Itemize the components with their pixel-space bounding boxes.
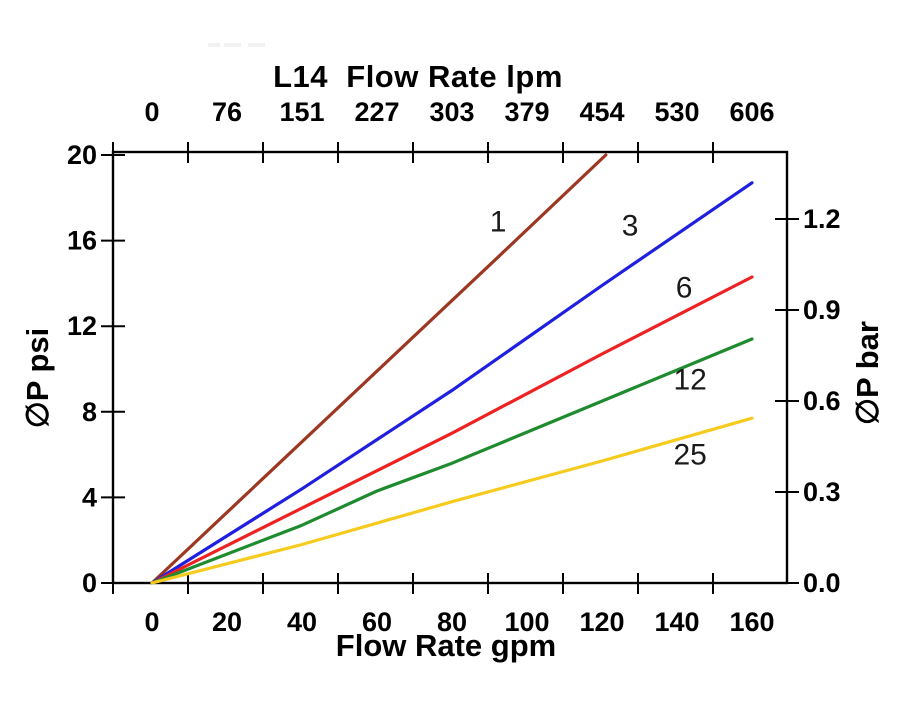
x-top-tick-label: 379 <box>504 97 549 127</box>
chart-title-top-axis: L14 Flow Rate lpm <box>273 59 563 94</box>
x-top-tick-label: 303 <box>429 97 474 127</box>
y-left-tick-label: 16 <box>67 226 97 256</box>
series-line-3 <box>150 181 754 585</box>
y-right-tick-label: 0.3 <box>803 477 841 507</box>
x-bottom-tick-label: 140 <box>654 607 699 637</box>
y-axis-title-psi: ∅P psi <box>20 327 55 429</box>
x-top-tick-label: 0 <box>144 97 159 127</box>
x-bottom-tick-label: 120 <box>579 607 624 637</box>
x-bottom-tick-label: 60 <box>362 607 392 637</box>
series-line-1 <box>150 153 608 585</box>
x-bottom-tick-label: 100 <box>504 607 549 637</box>
y-right-tick-label: 0.9 <box>803 295 841 325</box>
x-bottom-tick-label: 40 <box>287 607 317 637</box>
x-top-tick-label: 76 <box>212 97 242 127</box>
y-left-tick-label: 20 <box>67 140 97 170</box>
y-axis-title-bar: ∅P bar <box>850 321 885 425</box>
x-top-tick-label: 606 <box>729 97 774 127</box>
series-label-25: 25 <box>673 439 706 472</box>
series-line-6 <box>150 275 754 585</box>
y-left-tick-label: 0 <box>82 568 97 598</box>
x-top-tick-label: 151 <box>279 97 324 127</box>
series-line-25 <box>150 416 754 585</box>
plot-frame <box>111 150 789 585</box>
y-left-tick-label: 4 <box>82 482 97 512</box>
series-label-6: 6 <box>676 272 693 305</box>
x-axis-title-gpm: Flow Rate gpm <box>335 628 557 663</box>
y-right-tick-label: 0.0 <box>803 568 841 598</box>
series-line-12 <box>150 337 754 585</box>
x-top-tick-label: 454 <box>579 97 624 127</box>
y-right-tick-label: 0.6 <box>803 386 841 416</box>
x-bottom-tick-label: 20 <box>212 607 242 637</box>
x-bottom-tick-label: 0 <box>144 607 159 637</box>
y-right-tick-label: 1.2 <box>803 204 841 234</box>
faint-artifact <box>208 43 220 47</box>
series-label-1: 1 <box>490 205 507 238</box>
x-top-tick-label: 227 <box>354 97 399 127</box>
x-bottom-tick-label: 160 <box>729 607 774 637</box>
faint-artifact <box>248 43 265 47</box>
series-label-12: 12 <box>673 364 706 397</box>
x-bottom-tick-label: 80 <box>437 607 467 637</box>
x-top-tick-label: 530 <box>654 97 699 127</box>
y-left-tick-label: 8 <box>82 397 97 427</box>
faint-artifact <box>224 43 241 47</box>
series-label-3: 3 <box>622 210 639 243</box>
y-left-tick-label: 12 <box>67 311 97 341</box>
